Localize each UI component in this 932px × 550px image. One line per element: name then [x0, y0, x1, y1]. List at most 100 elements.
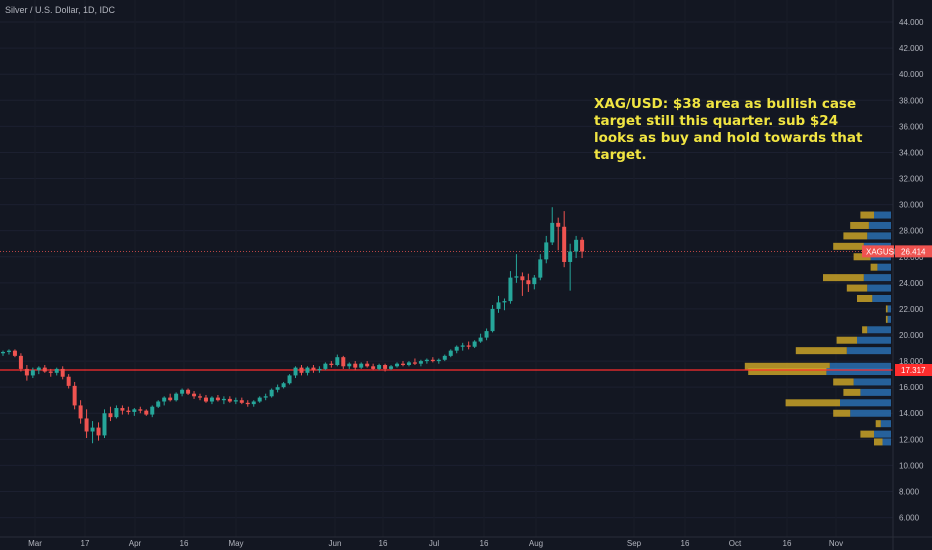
- x-tick-label: Jun: [329, 539, 342, 548]
- vp-bar-gold: [836, 336, 857, 344]
- candle-body: [18, 355, 23, 369]
- candle-body: [478, 337, 483, 342]
- y-tick-label: 18.000: [899, 357, 924, 366]
- candle-body: [198, 396, 203, 398]
- vp-bar-blue: [846, 347, 891, 355]
- vp-bar-blue: [853, 378, 891, 386]
- x-tick-label: Aug: [529, 539, 543, 548]
- vp-bar-gold: [846, 284, 868, 292]
- symbol-tag-label: XAGUSD: [866, 247, 900, 256]
- y-tick-label: 8.000: [899, 487, 920, 496]
- vp-bar-blue: [867, 284, 891, 292]
- candle-body: [377, 364, 382, 369]
- vp-bar-gold: [833, 378, 854, 386]
- x-tick-label: May: [228, 539, 243, 548]
- candle-body: [406, 362, 411, 365]
- candle-body: [562, 226, 567, 262]
- candle-body: [466, 345, 471, 347]
- y-tick-label: 6.000: [899, 514, 920, 523]
- x-axis[interactable]: Mar 17 Apr 16 May Jun 16 Jul 16 Aug Sep 16 Oct 16 Nov: [0, 536, 932, 548]
- candle-body: [568, 251, 573, 262]
- candle-body: [245, 402, 250, 405]
- candle-body: [150, 406, 155, 415]
- candle-body: [90, 427, 95, 432]
- y-tick-label: 36.000: [899, 122, 924, 131]
- vp-bar-gold: [870, 263, 878, 271]
- candle-body: [203, 397, 208, 402]
- candle-body: [251, 401, 256, 405]
- x-tick-label: Apr: [129, 539, 142, 548]
- candle-body: [383, 364, 388, 369]
- y-tick-label: 20.000: [899, 331, 924, 340]
- candle-body: [520, 276, 525, 281]
- candle-body: [514, 276, 519, 278]
- vp-bar-gold: [860, 211, 874, 219]
- x-tick-label: Nov: [829, 539, 843, 548]
- chart-title: Silver / U.S. Dollar, 1D, IDC: [5, 5, 116, 15]
- y-tick-label: 38.000: [899, 96, 924, 105]
- vp-bar-blue: [850, 409, 891, 417]
- vp-bar-gold: [874, 438, 883, 446]
- candle-body: [275, 387, 280, 390]
- vp-bar-blue: [840, 399, 891, 407]
- vp-bar-gold: [823, 274, 864, 282]
- candle-body: [1, 351, 5, 354]
- vp-bar-blue: [867, 326, 891, 334]
- candle-body: [60, 368, 65, 377]
- annotation[interactable]: XAG/USD: $38 area as bullish case target…: [594, 96, 863, 163]
- x-tick-label: 16: [783, 539, 792, 548]
- candle-body: [496, 302, 501, 309]
- vp-bar-gold: [744, 362, 830, 370]
- y-tick-label: 42.000: [899, 44, 924, 53]
- candle-body: [400, 363, 405, 365]
- candle-body: [186, 389, 191, 394]
- vp-bar-gold: [785, 399, 840, 407]
- vp-bar-blue: [887, 315, 891, 323]
- candle-body: [174, 393, 179, 401]
- annotation-line-2: target still this quarter. sub $24: [594, 113, 838, 129]
- candle-body: [389, 366, 394, 369]
- y-tick-label: 24.000: [899, 279, 924, 288]
- candle-body: [526, 280, 531, 285]
- y-tick-label: 32.000: [899, 175, 924, 184]
- annotation-line-3: looks as buy and hold towards that: [594, 130, 863, 146]
- candle-body: [490, 308, 495, 332]
- vp-bar-blue: [874, 430, 891, 438]
- y-tick-label: 14.000: [899, 409, 924, 418]
- candle-body: [108, 413, 113, 418]
- candle-body: [114, 408, 119, 418]
- candle-body: [287, 375, 292, 384]
- candle-body: [502, 301, 507, 303]
- candle-body: [436, 359, 441, 362]
- candle-body: [454, 346, 459, 351]
- candle-body: [371, 366, 376, 369]
- vp-bar-blue: [867, 232, 891, 240]
- annotation-line-4: target.: [594, 147, 647, 163]
- candle-body: [544, 242, 549, 260]
- vp-bar-gold: [748, 368, 827, 376]
- vp-bar-blue: [857, 336, 891, 344]
- candle-body: [311, 367, 316, 371]
- x-tick-label: 16: [379, 539, 388, 548]
- x-tick-label: Jul: [429, 539, 439, 548]
- vp-bar-blue: [887, 305, 891, 313]
- candle-body: [156, 401, 161, 407]
- vp-bar-blue: [868, 221, 891, 229]
- candle-body: [365, 363, 370, 367]
- vp-bar-gold: [833, 409, 851, 417]
- candle-body: [281, 383, 286, 388]
- candle-body: [353, 363, 358, 368]
- candle-body: [227, 398, 232, 402]
- candle-body: [257, 397, 262, 402]
- candle-body: [102, 413, 107, 436]
- vp-bar-gold: [857, 294, 873, 302]
- price-tags: XAGUSD 26.414 17.317: [862, 245, 932, 376]
- candle-body: [180, 389, 185, 394]
- candle-body: [412, 362, 417, 364]
- y-tick-label: 34.000: [899, 148, 924, 157]
- candle-body: [484, 331, 489, 338]
- candlesticks: [1, 207, 585, 444]
- y-axis[interactable]: 6.000 8.000 10.000 12.000 14.000 16.000 18.000…: [892, 0, 924, 550]
- last-price-tag: [895, 245, 932, 258]
